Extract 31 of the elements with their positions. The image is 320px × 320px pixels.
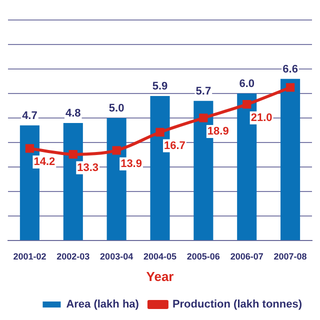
bar	[280, 78, 300, 240]
point	[156, 128, 164, 137]
data-label: 5.7	[196, 85, 212, 98]
point	[25, 144, 34, 153]
x-tick-label: 2002-03	[56, 251, 90, 262]
x-tick-label: 2004-05	[143, 251, 177, 262]
data-label: 14.2	[34, 156, 56, 168]
legend-label: Area (lakh ha)	[66, 298, 140, 311]
legend-label: Production (lakh tonnes)	[172, 298, 302, 311]
point	[242, 100, 252, 109]
point	[68, 150, 78, 159]
data-label: 18.9	[207, 126, 229, 138]
data-label: 4.7	[22, 110, 38, 122]
x-tick-label: 2005-06	[186, 251, 220, 262]
data-label: 13.9	[120, 158, 142, 170]
data-label: 6.6	[282, 63, 298, 76]
data-label: 5.9	[152, 80, 168, 93]
point	[112, 146, 121, 155]
data-label: 16.7	[164, 140, 186, 152]
x-tick-label: 2001-02	[13, 251, 46, 262]
data-label: 6.0	[239, 78, 255, 90]
x-axis-title: Year	[146, 268, 174, 284]
x-tick-label: 2003-04	[100, 251, 134, 262]
data-label: 5.0	[108, 102, 124, 115]
point	[286, 83, 295, 92]
data-label: 21.0	[250, 112, 272, 124]
x-tick-label: 2006-07	[230, 251, 264, 262]
data-label: 13.3	[77, 162, 99, 174]
x-tick-label: 2007-08	[274, 251, 307, 262]
point	[199, 114, 208, 122]
data-label: 4.8	[65, 107, 81, 120]
